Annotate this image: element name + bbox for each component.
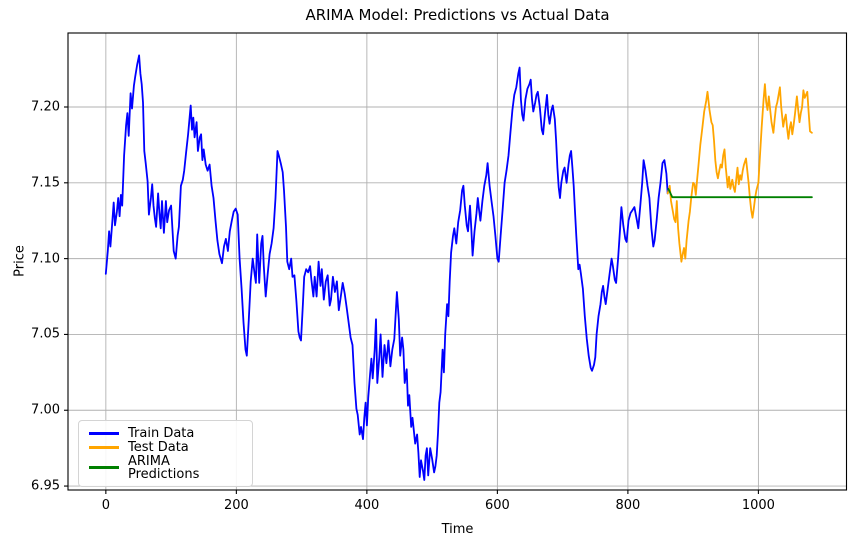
x-axis-label: Time (441, 522, 474, 537)
x-tick-label: 400 (354, 498, 380, 513)
y-tick-label: 7.20 (31, 99, 60, 115)
y-tick-label: 6.95 (31, 478, 60, 494)
chart-title: ARIMA Model: Predictions vs Actual Data (305, 6, 610, 24)
arima-predictions-line (667, 187, 813, 199)
test-data-line (666, 83, 813, 263)
legend-label-arima-predictions: ARIMA Predictions (128, 453, 200, 482)
y-tick-label: 7.00 (31, 402, 60, 418)
x-tick-label: 1000 (741, 498, 775, 513)
x-tick-label: 800 (615, 498, 641, 513)
legend-item-test-data: Test Data (89, 441, 242, 454)
train-data-line (104, 54, 669, 481)
y-axis-label: Price (12, 245, 28, 277)
legend-item-train-data: Train Data (89, 427, 242, 440)
y-tick-label: 7.10 (31, 251, 60, 267)
x-tick-label: 600 (484, 498, 510, 513)
legend-item-arima-predictions: ARIMA Predictions (89, 455, 242, 481)
legend-label-test-data: Test Data (128, 439, 189, 455)
legend-label-train-data: Train Data (128, 425, 195, 441)
train-data-line-swatch (89, 431, 119, 435)
legend: Train Data Test Data ARIMA Predictions (78, 420, 253, 487)
axes-spines (67, 32, 848, 491)
test-data-line-swatch (89, 445, 119, 449)
y-tick-label: 7.15 (31, 175, 60, 191)
y-tick-label: 7.05 (31, 326, 60, 342)
arima-predictions-line-swatch (89, 466, 119, 469)
x-tick-label: 200 (223, 498, 249, 513)
x-tick-label: 0 (101, 498, 110, 513)
